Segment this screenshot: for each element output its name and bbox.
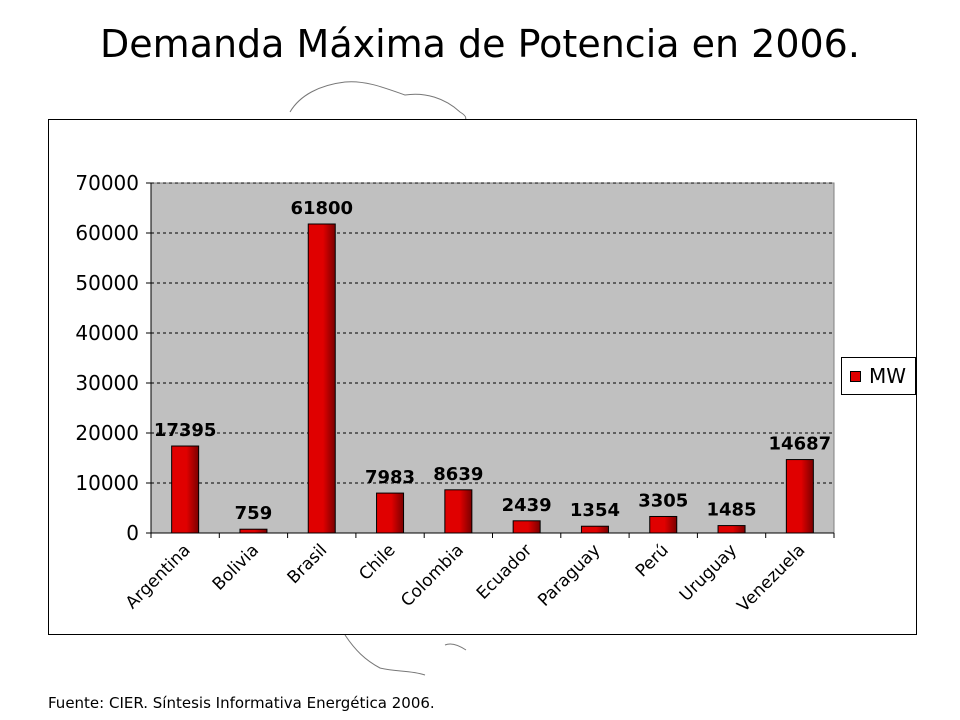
y-tick-label: 40000	[75, 321, 139, 345]
chart-legend: MW	[841, 357, 916, 395]
bar-colombia	[444, 489, 473, 534]
x-tick-label: Ecuador	[473, 540, 536, 603]
x-tick-label: Chile	[355, 540, 399, 584]
y-tick-label: 0	[126, 521, 139, 545]
data-label: 1485	[706, 500, 756, 521]
x-tick-label: Paraguay	[534, 540, 604, 610]
data-label: 2439	[502, 495, 552, 516]
x-tick-label: Venezuela	[734, 540, 810, 616]
bar-perú	[649, 515, 678, 534]
data-label: 1354	[570, 500, 620, 521]
bar-uruguay	[717, 525, 746, 534]
bar-argentina	[171, 445, 200, 534]
bar-paraguay	[580, 525, 609, 534]
plot-area	[150, 182, 835, 534]
data-label: 14687	[769, 434, 832, 455]
bar-brasil	[307, 223, 336, 534]
x-tick-label: Brasil	[284, 540, 332, 588]
source-note: Fuente: CIER. Síntesis Informativa Energ…	[48, 694, 435, 712]
y-tick-label: 60000	[75, 221, 139, 245]
x-tick-label: Uruguay	[676, 540, 741, 605]
bar-venezuela	[785, 459, 814, 534]
y-tick-label: 10000	[75, 471, 139, 495]
data-label: 3305	[638, 490, 688, 511]
bar-chart: 0 10000 20000 30000 40000 50000 60000 70000 1739…	[75, 171, 835, 616]
bar-ecuador	[512, 520, 541, 534]
chart-frame: 0 10000 20000 30000 40000 50000 60000 70000 1739…	[48, 119, 917, 635]
data-label: 759	[235, 503, 273, 524]
x-tick-label: Perú	[632, 540, 673, 581]
x-tick-label: Bolivia	[209, 540, 263, 594]
data-label: 8639	[433, 464, 483, 485]
data-label: 7983	[365, 467, 415, 488]
y-tick-label: 70000	[75, 171, 139, 195]
x-tick-label: Colombia	[397, 540, 468, 611]
x-tick-label: Argentina	[122, 540, 195, 613]
data-label: 61800	[290, 198, 353, 219]
bar-chile	[376, 492, 405, 534]
bar-bolivia	[239, 528, 268, 534]
y-tick-label: 50000	[75, 271, 139, 295]
y-tick-label: 20000	[75, 421, 139, 445]
legend-label: MW	[869, 364, 907, 388]
y-tick-label: 30000	[75, 371, 139, 395]
slide-title: Demanda Máxima de Potencia en 2006.	[100, 22, 860, 66]
data-label: 17395	[154, 420, 217, 441]
legend-swatch	[850, 370, 861, 382]
